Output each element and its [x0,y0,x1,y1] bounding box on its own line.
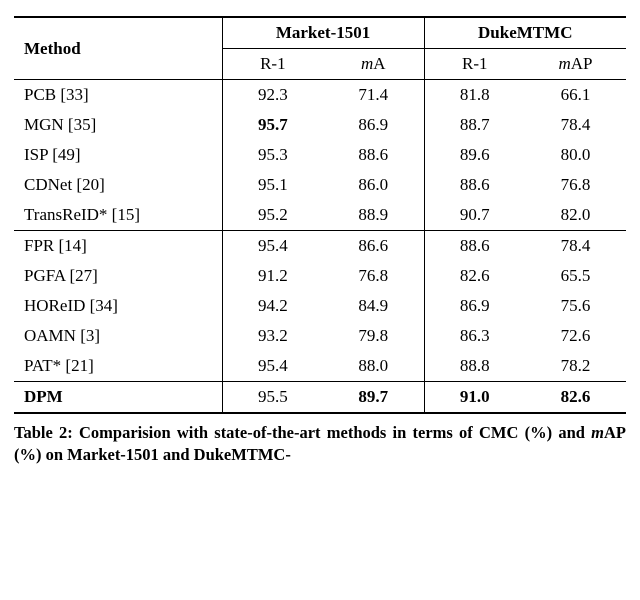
cell-map: 82.6 [525,382,626,414]
table-row: MGN [35]95.786.988.778.4 [14,110,626,140]
header-duke: DukeMTMC [424,17,626,49]
cell-method: TransReID* [15] [14,200,222,231]
comparison-table: Method Market-1501 DukeMTMC R-1 mA R-1 m… [14,16,626,414]
cell-r1a: 95.1 [222,170,323,200]
subheader-r1-b: R-1 [424,49,525,80]
cell-r1b: 91.0 [424,382,525,414]
cell-r1b: 89.6 [424,140,525,170]
cell-map: 82.0 [525,200,626,231]
cell-r1a: 91.2 [222,261,323,291]
cell-ma: 86.6 [323,231,424,262]
cell-map: 78.2 [525,351,626,382]
cell-map: 65.5 [525,261,626,291]
cell-r1b: 88.6 [424,170,525,200]
cell-map: 75.6 [525,291,626,321]
table-row: DPM95.589.791.082.6 [14,382,626,414]
cell-ma: 88.9 [323,200,424,231]
cell-r1a: 95.3 [222,140,323,170]
table-row: TransReID* [15]95.288.990.782.0 [14,200,626,231]
subheader-ma: mA [323,49,424,80]
cell-method: PCB [33] [14,80,222,111]
cell-r1a: 92.3 [222,80,323,111]
cell-ma: 84.9 [323,291,424,321]
cell-method: ISP [49] [14,140,222,170]
cell-ma: 88.6 [323,140,424,170]
cell-map: 72.6 [525,321,626,351]
subheader-map: mAP [525,49,626,80]
cell-ma: 89.7 [323,382,424,414]
cell-r1b: 88.6 [424,231,525,262]
cell-r1b: 82.6 [424,261,525,291]
cell-r1a: 94.2 [222,291,323,321]
cell-r1a: 93.2 [222,321,323,351]
table-row: PGFA [27]91.276.882.665.5 [14,261,626,291]
table-caption: Table 2: Comparision with state-of-the-a… [14,422,626,467]
cell-r1b: 90.7 [424,200,525,231]
cell-method: DPM [14,382,222,414]
table-row: CDNet [20]95.186.088.676.8 [14,170,626,200]
cell-ma: 79.8 [323,321,424,351]
cell-r1b: 88.8 [424,351,525,382]
cell-map: 78.4 [525,110,626,140]
cell-ma: 71.4 [323,80,424,111]
cell-method: FPR [14] [14,231,222,262]
table-row: ISP [49]95.388.689.680.0 [14,140,626,170]
cell-ma: 88.0 [323,351,424,382]
cell-r1b: 88.7 [424,110,525,140]
cell-r1a: 95.5 [222,382,323,414]
cell-map: 78.4 [525,231,626,262]
cell-method: OAMN [3] [14,321,222,351]
cell-method: PGFA [27] [14,261,222,291]
cell-r1b: 81.8 [424,80,525,111]
header-method: Method [14,17,222,80]
cell-r1a: 95.2 [222,200,323,231]
cell-ma: 86.0 [323,170,424,200]
header-market: Market-1501 [222,17,424,49]
cell-map: 80.0 [525,140,626,170]
cell-map: 66.1 [525,80,626,111]
cell-method: MGN [35] [14,110,222,140]
cell-r1b: 86.3 [424,321,525,351]
table-row: PCB [33]92.371.481.866.1 [14,80,626,111]
cell-r1b: 86.9 [424,291,525,321]
cell-map: 76.8 [525,170,626,200]
cell-method: HOReID [34] [14,291,222,321]
table-row: PAT* [21]95.488.088.878.2 [14,351,626,382]
cell-r1a: 95.4 [222,231,323,262]
cell-method: PAT* [21] [14,351,222,382]
cell-ma: 76.8 [323,261,424,291]
cell-r1a: 95.7 [222,110,323,140]
cell-ma: 86.9 [323,110,424,140]
table-row: OAMN [3]93.279.886.372.6 [14,321,626,351]
table-row: FPR [14]95.486.688.678.4 [14,231,626,262]
table-row: HOReID [34]94.284.986.975.6 [14,291,626,321]
cell-r1a: 95.4 [222,351,323,382]
subheader-r1-a: R-1 [222,49,323,80]
cell-method: CDNet [20] [14,170,222,200]
